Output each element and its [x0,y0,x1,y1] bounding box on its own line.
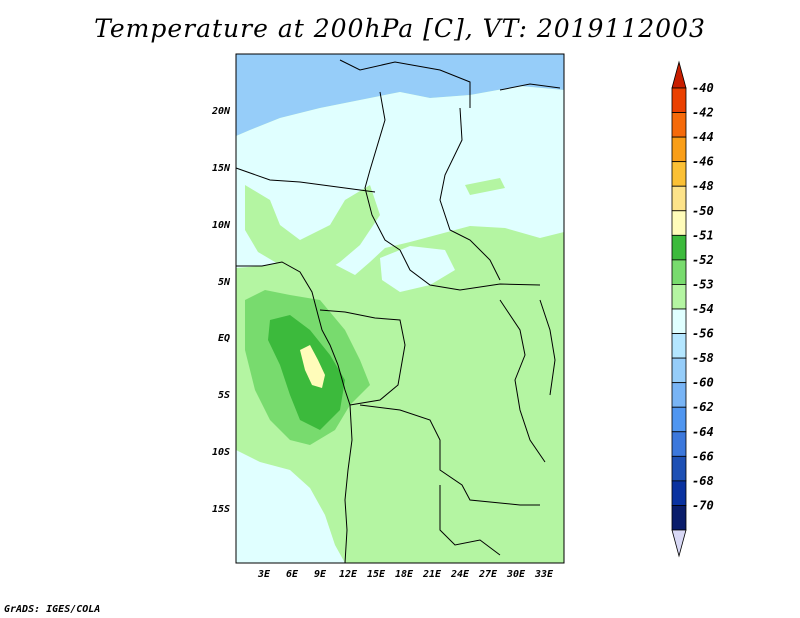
colorbar-segment [671,284,687,310]
colorbar-segment [671,431,687,457]
colorbar-label: -56 [692,327,714,341]
lon-label: 15E [367,569,386,580]
colorbar-segment [671,136,687,163]
colorbar-segment [671,308,687,334]
colorbar-segment [671,87,687,113]
colorbar-label: -54 [692,302,714,316]
colorbar-segment [671,259,687,285]
coastline [236,261,353,564]
colorbar-segment [671,505,687,531]
lat-axis: 20N 15N 10N 5N EQ 5S 10S 15S [211,106,231,515]
colorbar-label: -58 [692,351,714,365]
map-frame [235,53,565,564]
colorbar-segment [671,455,687,482]
lon-label: 24E [450,569,470,580]
colorbar-label: -50 [692,204,714,218]
colorbar-label: -62 [692,400,714,414]
colorbar-segment [671,185,687,212]
colorbar-segment [671,234,687,261]
colorbar-segment [671,161,687,187]
colorbar-label: -70 [692,498,714,512]
lat-label: 5S [218,390,230,401]
footer-credit: GrADS: IGES/COLA [4,604,101,615]
colorbar-label: -44 [692,130,714,144]
colorbar-segment [671,382,687,408]
colorbar-label: -60 [692,376,714,390]
lon-label: 9E [314,569,327,580]
colorbar-label: -46 [692,155,714,169]
colorbar-arrow-bottom [671,529,687,558]
lon-label: 21E [422,569,442,580]
contour-fill-58 [236,54,564,136]
colorbar: -40 -42 -44 -46 -48 -50 -51 -52 -53 -54 -56 -58 -60 -… [671,60,714,558]
contour-fill-53-tongue [245,185,380,278]
contour-fill-53-patch [465,178,505,195]
lat-label: 10S [212,447,230,458]
colorbar-segment [671,112,687,138]
lon-label: 6E [286,569,299,580]
map-borders [235,59,561,564]
map-panel [235,53,565,564]
colorbar-label: -40 [692,81,714,95]
lon-axis: 3E 6E 9E 12E 15E 18E 21E 24E 27E 30E 33E [257,569,554,580]
contour-fill-54-southwest [236,450,345,563]
colorbar-label: -48 [692,179,714,193]
colorbar-label: -51 [692,228,714,242]
lon-label: 12E [339,569,358,580]
colorbar-segment [671,406,687,433]
lon-label: 3E [257,569,271,580]
contour-fill-50 [300,345,325,388]
colorbar-label: -66 [692,449,714,463]
lon-label: 33E [534,569,554,580]
contour-fill-54-north [236,86,564,275]
colorbar-label: -64 [692,425,714,439]
colorbar-segment [671,480,687,506]
lat-label: EQ [218,333,230,344]
lat-label: 5N [218,277,231,288]
colorbar-label: -52 [692,253,714,267]
colorbar-label: -53 [692,277,714,291]
lon-label: 30E [506,569,526,580]
lat-label: 15S [212,504,230,515]
lat-label: 10N [212,220,231,231]
lon-label: 27E [478,569,498,580]
colorbar-segment [671,210,687,236]
lon-label: 18E [395,569,414,580]
colorbar-segment [671,357,687,384]
contour-fill-54-central [380,246,455,292]
colorbar-segment [671,333,687,359]
colorbar-arrow-top [671,60,687,89]
colorbar-label: -42 [692,106,714,120]
lat-label: 20N [211,106,231,117]
lat-label: 15N [212,163,231,174]
chart-title: Temperature at 200hPa [C], VT: 201911200… [94,14,706,43]
colorbar-label: -68 [692,474,714,488]
